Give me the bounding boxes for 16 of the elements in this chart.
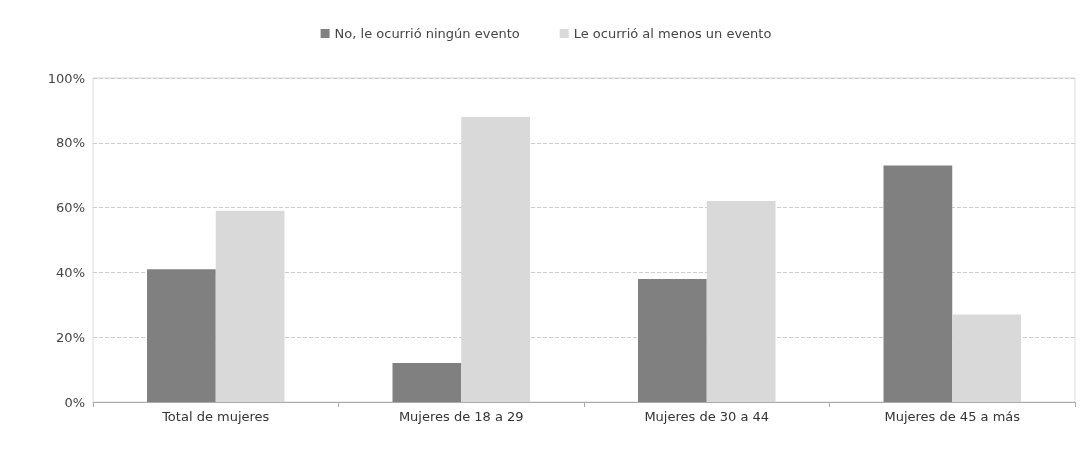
bar	[147, 269, 216, 402]
y-tick-label: 40%	[56, 264, 85, 280]
bar	[883, 165, 953, 402]
y-tick-label: 0%	[64, 394, 85, 410]
x-tick-label: Total de mujeres	[161, 409, 270, 424]
y-tick-label: 60%	[56, 200, 85, 216]
x-tick-label: Mujeres de 30 a 44	[644, 409, 770, 424]
legend-label: Le ocurrió al menos un evento	[573, 26, 772, 41]
y-tick-label: 100%	[47, 70, 85, 86]
y-tick-label: 80%	[56, 135, 85, 151]
y-tick-label: 20%	[56, 329, 85, 345]
legend-label: No, le ocurrió ningún evento	[334, 26, 520, 41]
bar	[392, 363, 462, 402]
x-tick-label: Mujeres de 18 a 29	[398, 409, 524, 424]
x-tick-label: Mujeres de 45 a más	[884, 409, 1021, 424]
bar	[638, 278, 707, 402]
